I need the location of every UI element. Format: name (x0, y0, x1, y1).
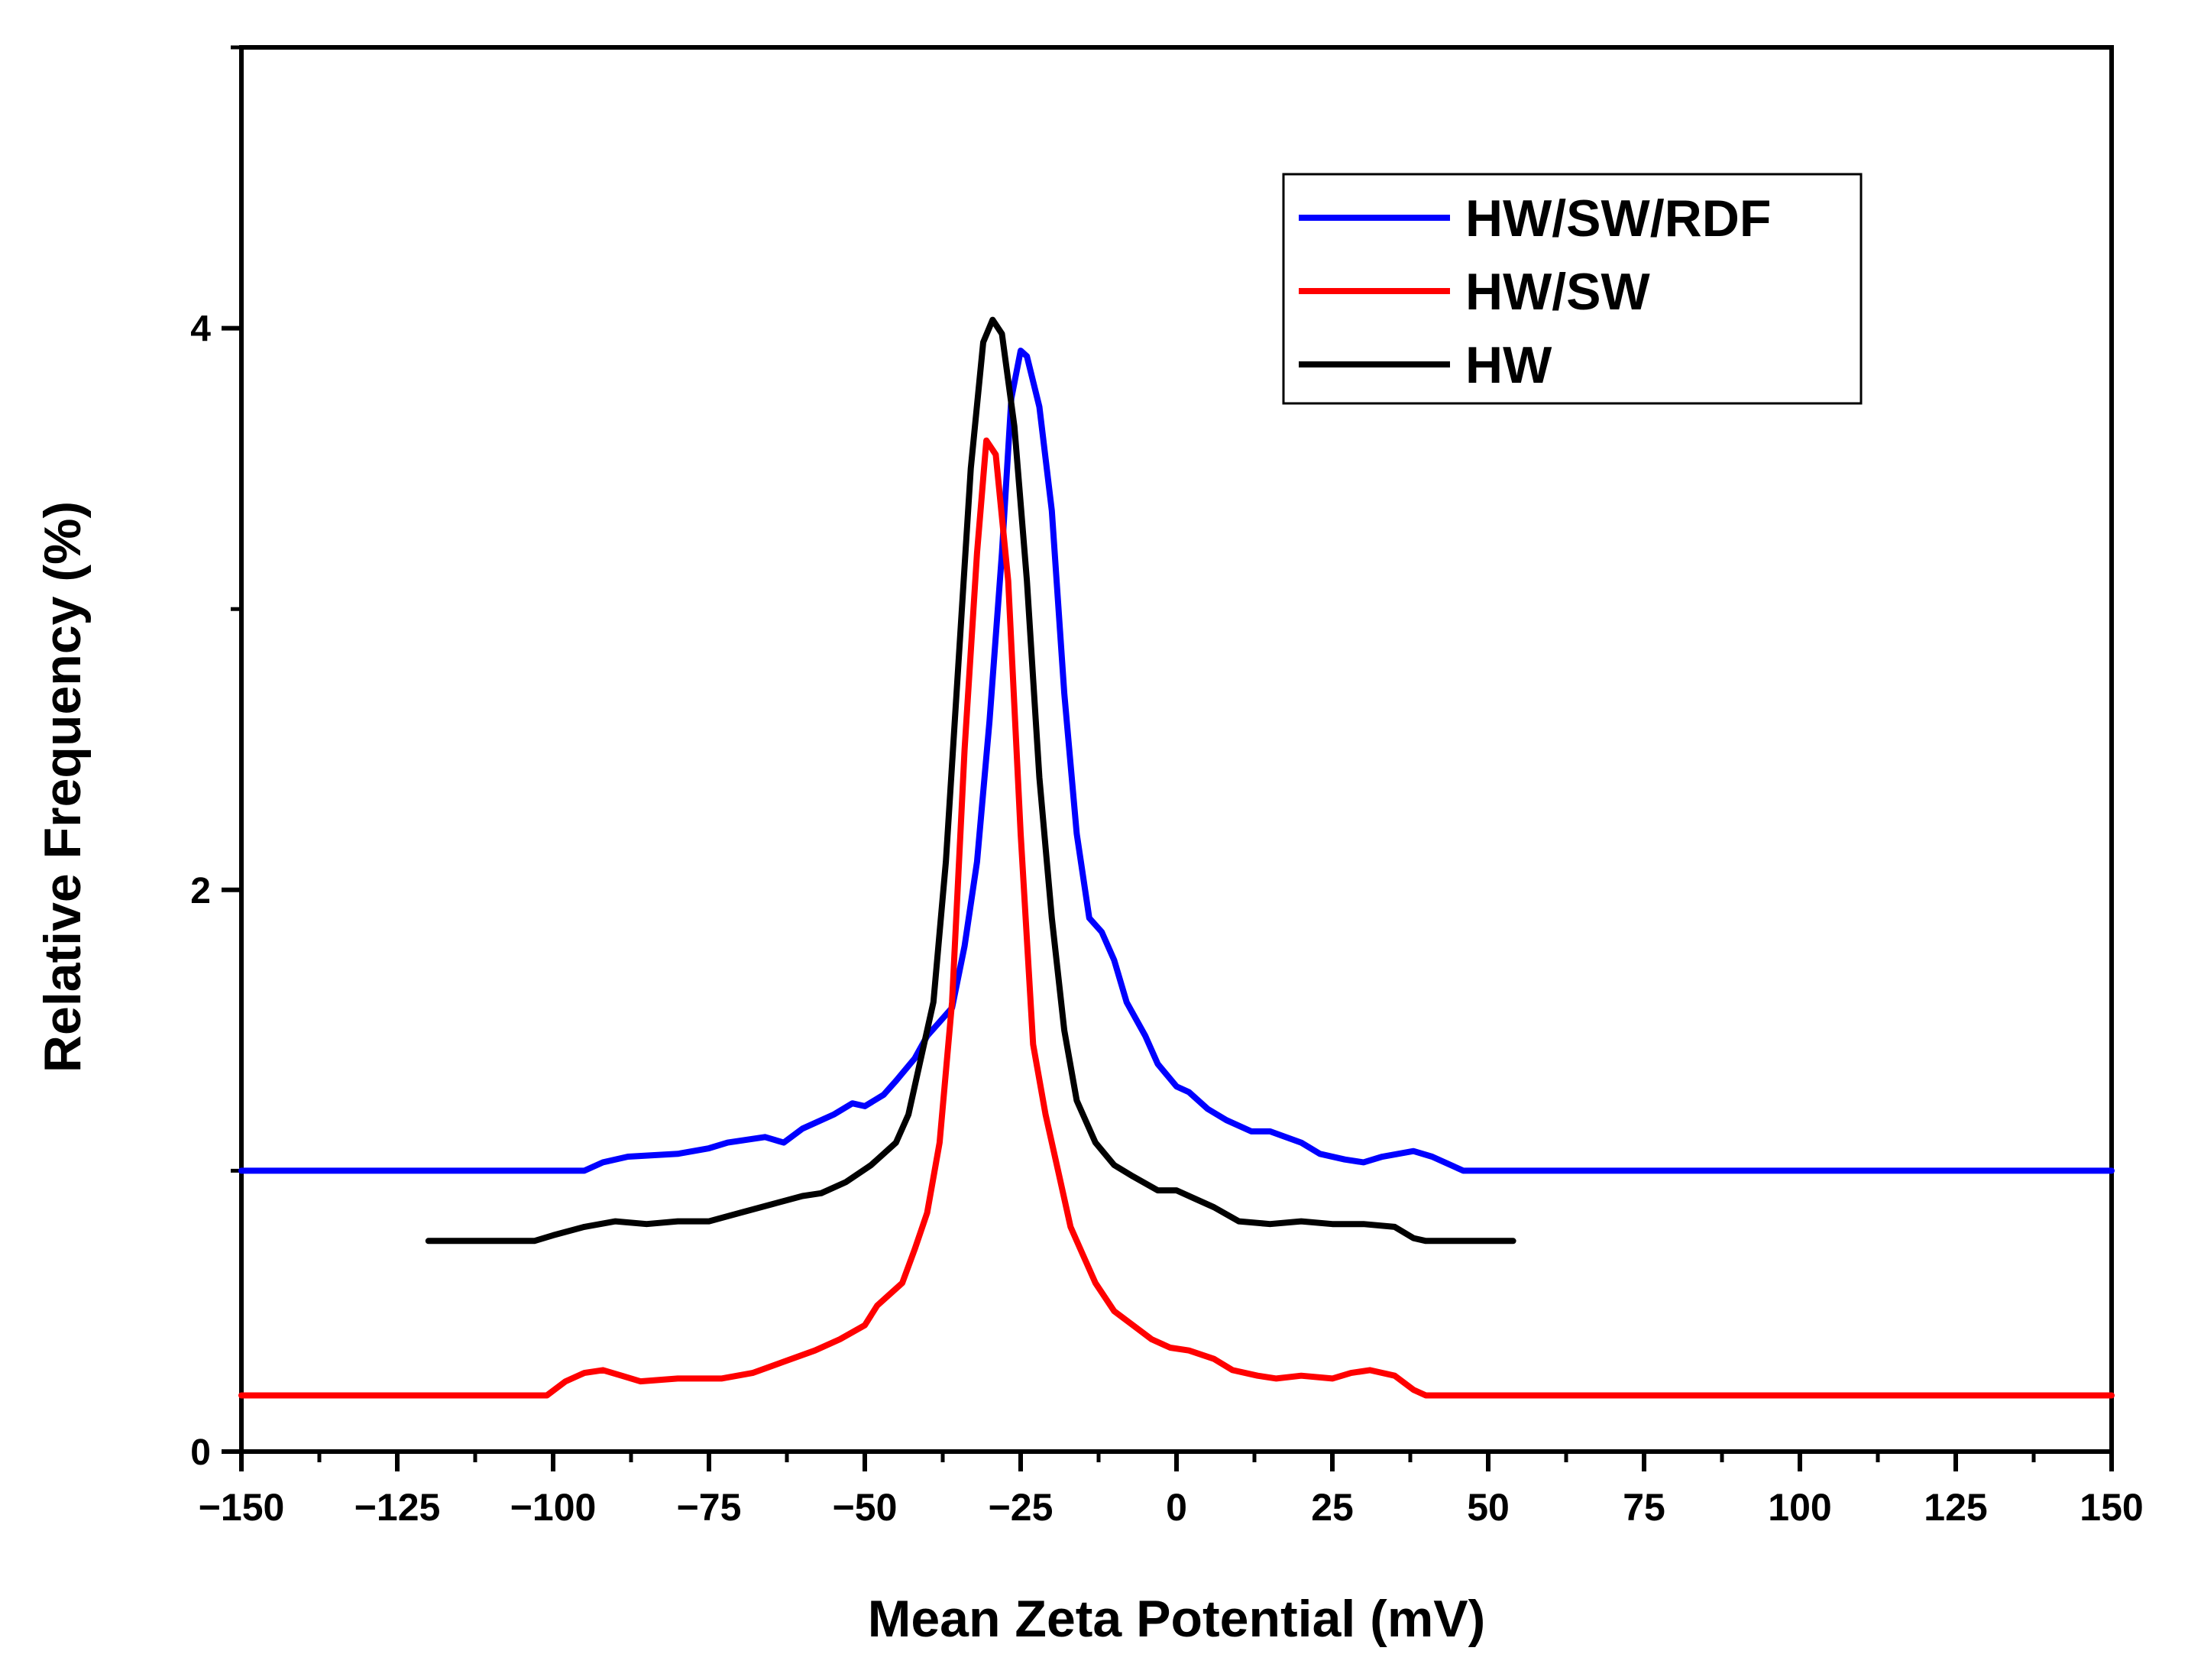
legend-label: HW/SW (1465, 263, 1651, 321)
y-tick-label: 4 (190, 309, 211, 350)
y-axis: 0 2 4 (190, 45, 241, 1473)
x-tick-label: −150 (199, 1486, 285, 1529)
legend-label: HW/SW/RDF (1465, 189, 1771, 248)
y-tick-label: 2 (190, 871, 211, 911)
x-tick-label: 100 (1768, 1486, 1831, 1529)
series-line-hw-sw (238, 437, 2115, 1399)
x-tick-label: 75 (1623, 1486, 1665, 1529)
legend: HW/SW/RDF HW/SW HW (1282, 173, 1863, 405)
x-tick-label: 150 (2080, 1486, 2143, 1529)
x-axis-title: Mean Zeta Potential (mV) (868, 1590, 1486, 1648)
x-tick-label: 0 (1166, 1486, 1187, 1529)
y-axis-title: Relative Frequency (%) (34, 501, 92, 1073)
x-tick-label: −75 (677, 1486, 742, 1529)
x-tick-label: −100 (510, 1486, 597, 1529)
x-tick-label: 50 (1467, 1486, 1510, 1529)
x-tick-label: 125 (1924, 1486, 1987, 1529)
series-layer (238, 316, 2115, 1399)
x-tick-label: −25 (989, 1486, 1054, 1529)
y-tick-label: 0 (190, 1432, 211, 1473)
x-axis: −150 −125 −100 −75 −50 −25 0 25 50 75 100 125 150 (199, 1452, 2144, 1529)
x-tick-label: −50 (833, 1486, 898, 1529)
series-line-hw-sw-rdf (238, 348, 2115, 1174)
legend-label: HW (1465, 336, 1552, 394)
x-tick-label: 25 (1311, 1486, 1354, 1529)
series-line-hw (425, 316, 1516, 1245)
x-tick-label: −125 (354, 1486, 441, 1529)
